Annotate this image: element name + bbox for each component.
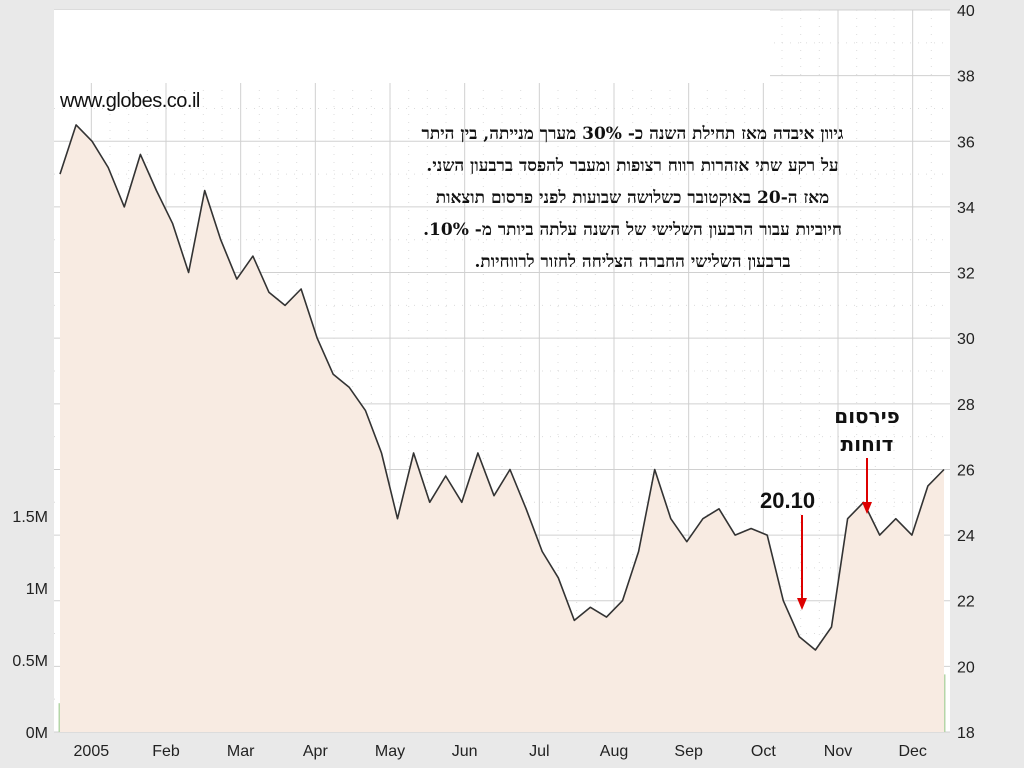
month-tick-label: Nov bbox=[824, 743, 852, 760]
volume-tick-label: 0.5M bbox=[12, 653, 48, 670]
month-tick-label: Jul bbox=[529, 743, 549, 760]
volume-tick-label: 1M bbox=[26, 581, 48, 598]
price-tick-label: 26 bbox=[957, 462, 975, 479]
source-watermark: www.globes.co.il bbox=[60, 90, 200, 112]
price-tick-label: 18 bbox=[957, 725, 975, 742]
annotation-reports-line1: פירסום bbox=[834, 404, 900, 428]
volume-tick-label: 1.5M bbox=[12, 509, 48, 526]
arrow-reports-head bbox=[862, 502, 872, 514]
month-axis-ticks: 2005 Feb Mar Apr May Jun Jul Aug Sep Oct Nov Dec bbox=[74, 743, 927, 760]
header-blank-panel bbox=[54, 10, 770, 83]
price-axis-ticks: 18 20 22 24 26 28 30 32 34 36 38 40 bbox=[957, 3, 975, 742]
price-tick-label: 36 bbox=[957, 134, 975, 151]
price-tick-label: 20 bbox=[957, 659, 975, 676]
price-tick-label: 38 bbox=[957, 69, 975, 86]
price-tick-label: 22 bbox=[957, 594, 975, 611]
volume-axis-ticks: 0M 0.5M 1M 1.5M bbox=[12, 509, 48, 742]
annotation-reports-label: פירסום דוחות bbox=[822, 402, 912, 458]
month-tick-label: Aug bbox=[600, 743, 628, 760]
price-tick-label: 34 bbox=[957, 200, 975, 217]
month-tick-label: Oct bbox=[751, 743, 776, 760]
month-tick-label: Feb bbox=[152, 743, 180, 760]
month-tick-label: Mar bbox=[227, 743, 255, 760]
month-tick-label: May bbox=[375, 743, 405, 760]
month-tick-label: Apr bbox=[303, 743, 329, 760]
price-tick-label: 24 bbox=[957, 528, 975, 545]
commentary-text: גיוון איבדה מאז תחילת השנה כ- 30% מערך מ… bbox=[421, 124, 844, 272]
annotation-reports-line2: דוחות bbox=[840, 432, 894, 456]
price-tick-label: 30 bbox=[957, 331, 975, 348]
annotation-arrows bbox=[797, 458, 872, 610]
annotation-date-label: 20.10 bbox=[760, 488, 816, 513]
price-tick-label: 28 bbox=[957, 397, 975, 414]
volume-tick-label: 0M bbox=[26, 725, 48, 742]
arrow-20-10-head bbox=[797, 598, 807, 610]
price-line bbox=[59, 124, 945, 651]
month-tick-label: Dec bbox=[898, 743, 926, 760]
price-tick-label: 40 bbox=[957, 3, 975, 20]
price-area-fill bbox=[60, 124, 944, 732]
month-tick-label: Jun bbox=[452, 743, 478, 760]
price-tick-label: 32 bbox=[957, 266, 975, 283]
month-tick-label: Sep bbox=[674, 743, 703, 760]
month-tick-label: 2005 bbox=[74, 743, 110, 760]
